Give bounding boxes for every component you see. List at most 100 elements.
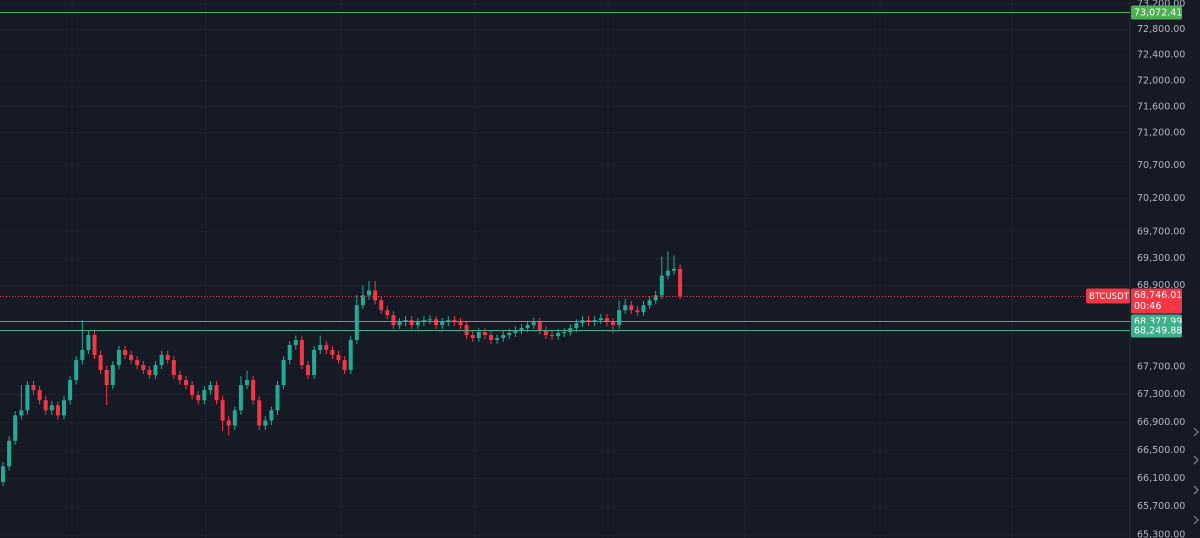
candle-body [190, 385, 195, 396]
candle-body [617, 310, 622, 326]
candle-body [495, 338, 500, 340]
candle-body [110, 364, 115, 386]
y-tick-label: 65,300.00 [1137, 530, 1185, 538]
candle-body [611, 322, 615, 326]
candle-body [525, 325, 530, 329]
y-tick-label: 71,600.00 [1137, 101, 1185, 112]
candle-body [397, 322, 402, 326]
candle-body [129, 354, 134, 360]
candle-body [1, 466, 5, 482]
candle-body [482, 332, 487, 336]
last-price-box [1131, 288, 1182, 314]
y-tick-label: 70,700.00 [1137, 160, 1185, 171]
candle-body [68, 380, 73, 401]
candle-body [604, 318, 609, 323]
candle-body [598, 318, 603, 321]
candle-body [104, 369, 109, 386]
candle-body [245, 380, 249, 386]
candle-body [537, 322, 542, 331]
candle-body [281, 359, 286, 386]
candle-body [13, 415, 18, 441]
candle-body [202, 390, 207, 401]
scroll-arrows[interactable] [1193, 427, 1199, 525]
candle-body [678, 268, 683, 296]
candle-body [531, 322, 536, 326]
candle-body [641, 305, 646, 313]
candle-body [556, 333, 561, 337]
candle-body [318, 344, 323, 350]
candle-body [409, 320, 414, 326]
candle-body [123, 349, 127, 355]
candle-body [458, 322, 463, 326]
candle-body [367, 290, 371, 296]
candle-body [165, 354, 170, 360]
last-price-label: 68,746.01 [1134, 290, 1182, 301]
candle-body [379, 300, 384, 311]
candle-body [141, 364, 146, 370]
candle-body [116, 349, 121, 365]
candle-body [55, 405, 60, 416]
candle-body [171, 359, 176, 376]
candle-body [43, 400, 48, 411]
price-label-box [1131, 5, 1182, 20]
candle-body [275, 385, 280, 411]
time-grid [71, 0, 1013, 538]
candle-body [37, 390, 42, 401]
price-label: 68,377.99 [1134, 317, 1182, 328]
y-tick-label: 66,500.00 [1137, 445, 1185, 456]
candle-body [92, 335, 97, 355]
candle-body [391, 315, 396, 326]
candle-body [513, 330, 518, 334]
candle-body [226, 420, 231, 426]
y-tick-label: 66,100.00 [1137, 473, 1185, 484]
candle-body [415, 322, 420, 326]
candle-body [543, 330, 548, 336]
price-label: 73,072.41 [1134, 8, 1182, 19]
candle-body [293, 339, 298, 345]
candle-body [257, 400, 262, 426]
candle-body [238, 385, 243, 411]
candle-body [208, 385, 213, 391]
candle-body [135, 359, 140, 365]
candle-body [7, 440, 12, 467]
candle-body [519, 328, 524, 331]
candle-body [177, 375, 182, 381]
candle-body [373, 290, 378, 301]
candle-body [672, 268, 676, 271]
candle-body [98, 354, 103, 370]
candle-body [214, 385, 219, 401]
candle-body [428, 319, 432, 321]
symbol-tag-box [1086, 288, 1130, 304]
candle-body [220, 400, 225, 421]
y-tick-label: 66,900.00 [1137, 417, 1185, 428]
candle-body [62, 400, 66, 416]
candle-body [489, 335, 493, 340]
candle-body [647, 300, 652, 306]
candle-body [342, 359, 347, 370]
y-tick-label: 65,700.00 [1137, 501, 1185, 512]
candle-body [159, 354, 164, 365]
y-tick-label: 70,200.00 [1137, 193, 1185, 204]
y-tick-label: 67,300.00 [1137, 389, 1185, 400]
candle-body [354, 305, 359, 340]
candle-body [49, 405, 54, 411]
candle-body [501, 335, 506, 339]
candle-body [299, 339, 304, 365]
price-label: 68,249.88 [1134, 326, 1182, 337]
candle-body [348, 339, 353, 370]
candle-body [324, 344, 329, 350]
y-tick-label: 72,000.00 [1137, 75, 1185, 86]
price-label-box [1131, 323, 1182, 338]
candle-body [31, 385, 36, 391]
y-tick-label: 69,300.00 [1137, 253, 1185, 264]
candle-body [385, 310, 390, 316]
candle-body [562, 332, 567, 334]
candle-body [312, 349, 317, 376]
candle-body [336, 354, 341, 360]
candle-body [196, 395, 201, 401]
candle-body [623, 305, 628, 311]
y-tick-label: 72,800.00 [1137, 24, 1185, 35]
candle-body [74, 359, 79, 381]
